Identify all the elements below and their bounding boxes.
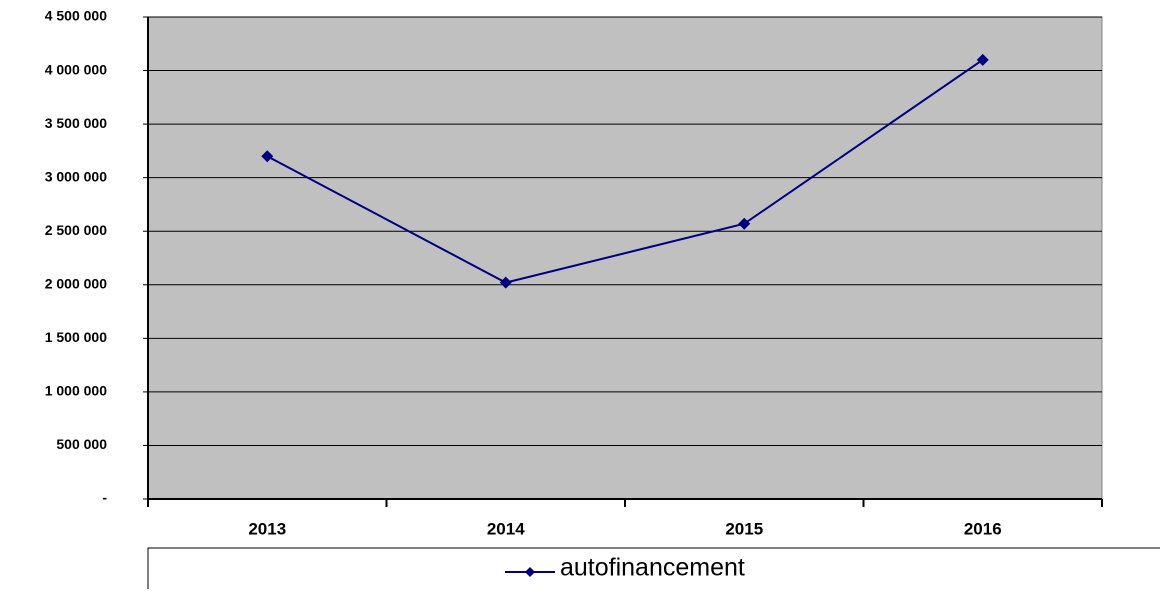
x-tick-label: 2016 <box>964 519 1002 538</box>
y-tick-label: 3 500 000 <box>45 115 107 131</box>
y-tick-label: 4 000 000 <box>45 61 107 77</box>
data-point <box>976 53 989 66</box>
x-tick-label: 2015 <box>725 519 763 538</box>
y-tick-label: 1 000 000 <box>45 383 107 399</box>
data-point <box>738 217 751 230</box>
y-tick-label: 4 500 000 <box>45 8 107 24</box>
data-point <box>499 276 512 289</box>
legend-box <box>147 547 1160 594</box>
y-tick-label: 3 000 000 <box>45 168 107 184</box>
data-line <box>266 59 984 284</box>
y-tick-label: 1 500 000 <box>45 329 107 345</box>
x-tick-label: 2013 <box>248 519 286 538</box>
y-tick-label: 2 500 000 <box>45 222 107 238</box>
data-point <box>261 150 274 163</box>
plot-area <box>147 16 1103 500</box>
y-tick-label: 2 000 000 <box>45 275 107 291</box>
legend-label: autofinancement <box>560 554 745 582</box>
y-tick-label: - <box>102 490 107 506</box>
legend-marker <box>525 567 535 577</box>
x-tick-label: 2014 <box>487 519 525 538</box>
y-tick-label: 500 000 <box>56 436 107 452</box>
